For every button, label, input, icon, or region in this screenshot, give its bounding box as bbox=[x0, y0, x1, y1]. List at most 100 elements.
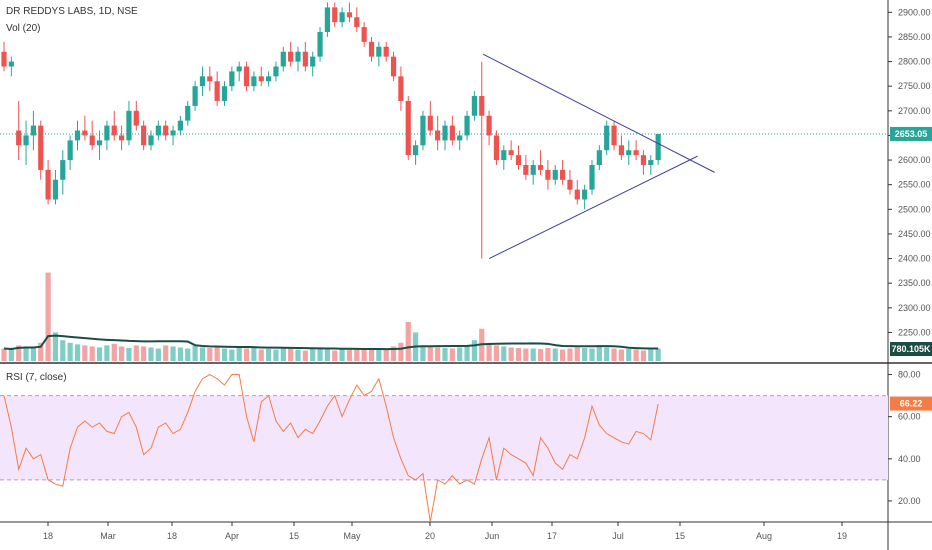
volume-bar bbox=[442, 348, 448, 361]
volume-bar bbox=[111, 343, 117, 361]
price-tick-label: 2550.00 bbox=[898, 180, 931, 190]
volume-bar bbox=[155, 348, 161, 361]
candle-body bbox=[596, 150, 602, 165]
candle-body bbox=[530, 164, 536, 175]
candle-body bbox=[89, 135, 95, 146]
candle-body bbox=[111, 125, 117, 136]
candle-body bbox=[288, 51, 294, 62]
candle-body bbox=[537, 164, 544, 170]
candle-body bbox=[243, 66, 250, 87]
volume-bar bbox=[1, 348, 7, 361]
price-tick-label: 2500.00 bbox=[898, 204, 931, 214]
candle-body bbox=[383, 46, 389, 57]
candle-body bbox=[442, 125, 448, 141]
volume-bar bbox=[266, 349, 272, 361]
candle-body bbox=[390, 56, 397, 77]
candle-body bbox=[567, 179, 573, 190]
time-tick-label: Jun bbox=[485, 531, 500, 541]
symbol-title: DR REDDYS LABS, 1D, NSE bbox=[6, 6, 138, 17]
price-tick-label: 2250.00 bbox=[898, 327, 931, 337]
candlesticks bbox=[0, 2, 888, 259]
volume-bar bbox=[523, 348, 529, 361]
candle-body bbox=[611, 125, 617, 146]
volume-bar bbox=[207, 348, 213, 361]
volume-bar bbox=[192, 345, 198, 361]
candle-body bbox=[221, 86, 228, 101]
last-price-tag-bg bbox=[890, 126, 932, 141]
candle-body bbox=[640, 155, 647, 165]
time-tick-label: 18 bbox=[167, 531, 177, 541]
volume-bar bbox=[560, 349, 566, 361]
candle-body bbox=[324, 7, 330, 33]
volume-bar bbox=[251, 348, 257, 361]
volume-bar bbox=[104, 345, 110, 361]
volume-bar bbox=[52, 332, 59, 361]
volume-bar bbox=[655, 348, 661, 361]
rsi-tag-text: 66.22 bbox=[900, 399, 923, 409]
volume-bar bbox=[339, 348, 345, 361]
volume-tag-text: 780.105K bbox=[891, 344, 931, 354]
time-tick-label: May bbox=[343, 531, 361, 541]
price-tick-label: 2300.00 bbox=[898, 303, 931, 313]
volume-bar bbox=[648, 349, 654, 361]
volume-bar bbox=[60, 340, 66, 361]
volume-bar bbox=[23, 346, 29, 361]
candle-body bbox=[177, 120, 183, 131]
candle-body bbox=[192, 86, 198, 106]
candle-body bbox=[486, 115, 492, 136]
volume-bar bbox=[126, 348, 132, 361]
price-tick-label: 2600.00 bbox=[898, 155, 931, 165]
candle-body bbox=[119, 135, 125, 141]
volume-bar bbox=[243, 348, 250, 361]
candle-body bbox=[457, 135, 463, 141]
rsi-title: RSI (7, close) bbox=[6, 372, 67, 383]
volume-bar bbox=[346, 349, 353, 361]
volume-bar bbox=[74, 344, 81, 361]
candle-body bbox=[604, 125, 610, 151]
candle-body bbox=[552, 169, 558, 180]
volume-bar bbox=[604, 347, 610, 361]
volume-bar bbox=[471, 340, 477, 361]
volume-bar bbox=[141, 346, 147, 361]
candle-body bbox=[560, 169, 566, 180]
volume-bar bbox=[148, 347, 154, 361]
candle-body bbox=[141, 125, 147, 146]
volume-title: Vol (20) bbox=[6, 23, 40, 34]
candle-body bbox=[493, 135, 500, 161]
candle-body bbox=[354, 17, 360, 28]
candle-body bbox=[508, 150, 514, 156]
volume-bar bbox=[38, 342, 44, 361]
volume-bar bbox=[89, 346, 95, 361]
price-tick-label: 2850.00 bbox=[898, 32, 931, 42]
triangle-pattern bbox=[482, 53, 715, 260]
volume-bar bbox=[618, 349, 624, 361]
volume-bar bbox=[214, 346, 220, 361]
candle-body bbox=[1, 51, 7, 67]
volume-bar bbox=[405, 322, 411, 361]
volume-bar bbox=[376, 349, 382, 361]
candle-body bbox=[126, 110, 132, 141]
candle-body bbox=[23, 135, 29, 146]
candle-body bbox=[280, 51, 286, 67]
value-tags: 2653.05 780.105K 66.22 bbox=[890, 126, 932, 411]
candle-body bbox=[295, 51, 301, 62]
price-tick-label: 2450.00 bbox=[898, 229, 931, 239]
volume-bar bbox=[582, 348, 588, 361]
time-tick-label: Apr bbox=[225, 531, 239, 541]
candle-body bbox=[16, 130, 22, 146]
volume-bar bbox=[199, 347, 206, 361]
volume-bar bbox=[82, 345, 88, 361]
rsi-tag-bg bbox=[890, 396, 932, 411]
volume-bar bbox=[170, 346, 176, 361]
volume-bar bbox=[332, 350, 338, 361]
candle-body bbox=[170, 130, 176, 136]
volume-bar bbox=[185, 348, 191, 361]
candle-body bbox=[310, 56, 316, 67]
volume-bar bbox=[280, 348, 286, 361]
volume-bar bbox=[508, 347, 514, 361]
time-tick-label: Mar bbox=[100, 531, 116, 541]
volume-bar bbox=[67, 342, 73, 361]
volume-bar bbox=[515, 348, 522, 361]
candle-body bbox=[523, 164, 529, 175]
